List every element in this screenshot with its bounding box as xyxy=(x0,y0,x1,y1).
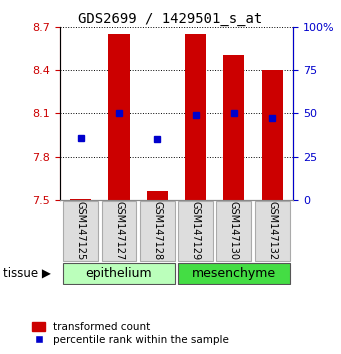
Text: tissue ▶: tissue ▶ xyxy=(3,267,51,280)
Text: GDS2699 / 1429501_s_at: GDS2699 / 1429501_s_at xyxy=(78,12,263,27)
Bar xyxy=(178,201,213,261)
Bar xyxy=(223,56,244,200)
Text: GSM147130: GSM147130 xyxy=(229,201,239,261)
Text: GSM147132: GSM147132 xyxy=(267,201,277,261)
Legend: transformed count, percentile rank within the sample: transformed count, percentile rank withi… xyxy=(32,322,229,345)
Text: GSM147125: GSM147125 xyxy=(76,201,86,261)
Text: GSM147129: GSM147129 xyxy=(191,201,201,261)
Text: GSM147127: GSM147127 xyxy=(114,201,124,261)
Text: mesenchyme: mesenchyme xyxy=(192,267,276,280)
Bar xyxy=(140,201,175,261)
Bar xyxy=(262,70,283,200)
Bar xyxy=(70,199,91,200)
Bar xyxy=(147,192,168,200)
Bar xyxy=(255,201,290,261)
Bar xyxy=(63,263,175,284)
Bar xyxy=(63,201,98,261)
Text: GSM147128: GSM147128 xyxy=(152,201,162,261)
Bar xyxy=(178,263,290,284)
Text: epithelium: epithelium xyxy=(86,267,152,280)
Bar xyxy=(217,201,251,261)
Bar xyxy=(102,201,136,261)
Bar xyxy=(185,34,206,200)
Bar xyxy=(108,34,130,200)
